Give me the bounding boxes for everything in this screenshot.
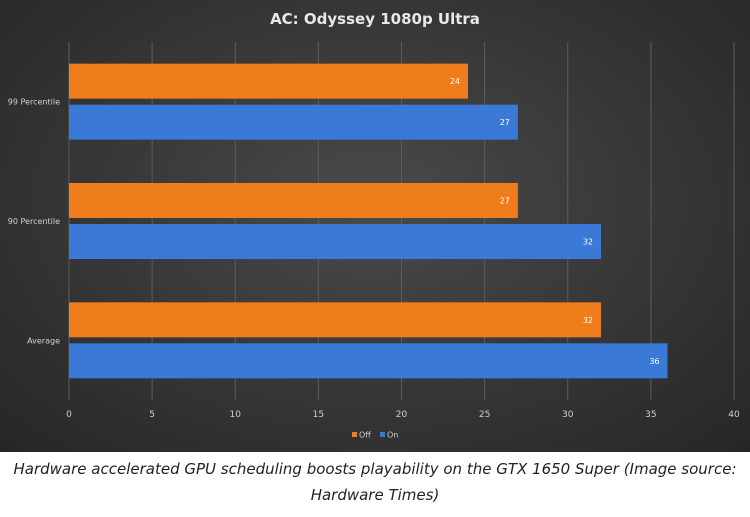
x-tick-label-30: 30: [562, 410, 574, 420]
x-axis-ticks: 0 5 10 15 20 25 30 35 40: [66, 410, 740, 420]
data-label-on-0: 27: [500, 118, 510, 127]
chart-panel: AC: Odyssey 1080p Ultra 24 27 27 32 32 36 0 5 1…: [0, 0, 750, 452]
x-tick-label-40: 40: [728, 410, 740, 420]
x-tick-label-5: 5: [149, 410, 155, 420]
image-caption: Hardware accelerated GPU scheduling boos…: [13, 460, 737, 504]
data-label-on-2: 36: [649, 357, 659, 366]
bar-off-2: [69, 302, 601, 338]
data-label-on-1: 32: [583, 238, 593, 247]
bar-on-2: [69, 343, 668, 379]
y-axis-categories: 99 Percentile 90 Percentile Average: [8, 98, 60, 346]
bar-on-0: [69, 104, 518, 140]
category-label-1: 90 Percentile: [8, 217, 60, 226]
bars: 24 27 27 32 32 36: [69, 63, 668, 379]
data-label-off-0: 24: [450, 77, 460, 86]
x-tick-label-15: 15: [313, 410, 324, 420]
legend: Off On: [352, 431, 398, 440]
bar-off-0: [69, 63, 468, 99]
x-tick-label-10: 10: [230, 410, 242, 420]
bar-off-1: [69, 183, 518, 218]
x-tick-label-25: 25: [479, 410, 490, 420]
gridlines: [68, 42, 735, 400]
x-tick-label-20: 20: [396, 410, 408, 420]
bar-chart: AC: Odyssey 1080p Ultra 24 27 27 32 32 36 0 5 1…: [8, 10, 740, 440]
data-label-off-1: 27: [500, 197, 510, 206]
category-label-0: 99 Percentile: [8, 98, 60, 107]
data-label-off-2: 32: [583, 316, 593, 325]
category-label-2: Average: [27, 336, 60, 345]
x-tick-label-0: 0: [66, 410, 72, 420]
chart-title: AC: Odyssey 1080p Ultra: [270, 10, 480, 28]
legend-swatch-off: [352, 432, 357, 437]
x-tick-label-35: 35: [645, 410, 656, 420]
legend-swatch-on: [380, 432, 385, 437]
legend-label-off: Off: [359, 431, 371, 440]
legend-label-on: On: [387, 431, 398, 440]
bar-on-1: [69, 224, 601, 259]
